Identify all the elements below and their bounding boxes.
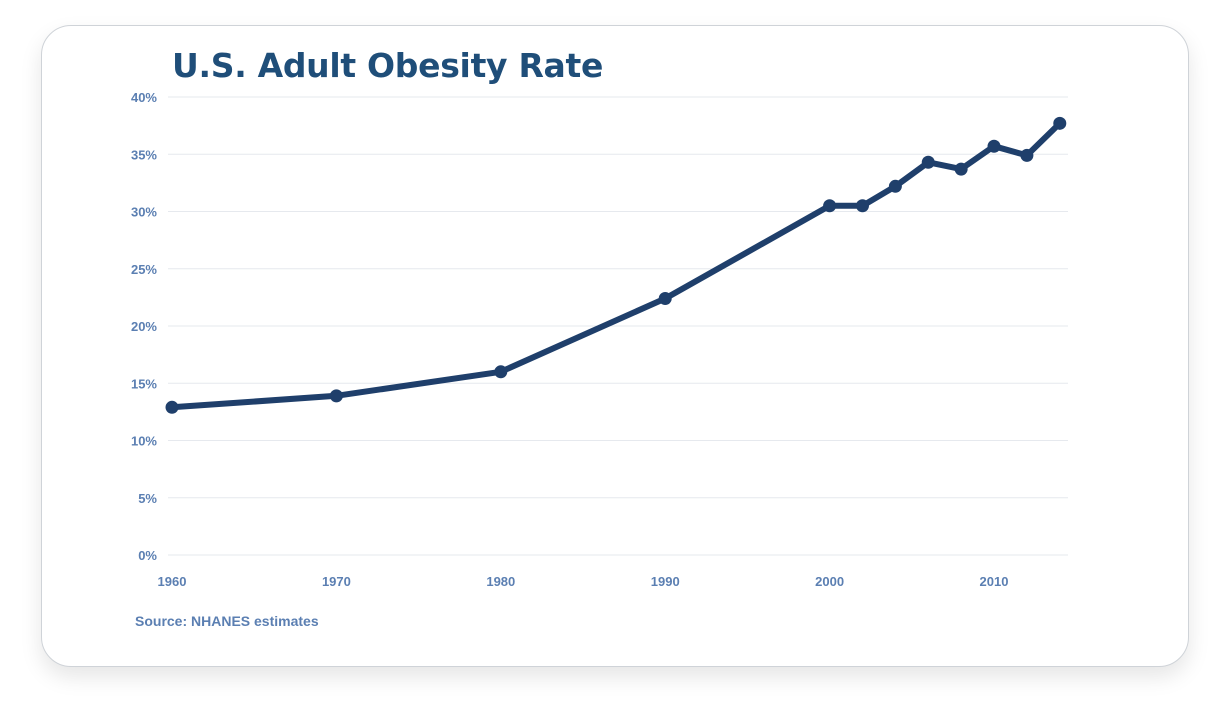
y-tick-label: 15% — [131, 376, 157, 391]
data-point — [329, 389, 343, 403]
data-point — [823, 199, 837, 213]
data-point — [855, 199, 869, 213]
data-point — [987, 139, 1001, 153]
x-axis-ticks: 1960 1970 1980 1990 2000 2010 — [158, 574, 1009, 589]
y-tick-label: 5% — [138, 491, 157, 506]
data-point — [1053, 116, 1067, 130]
data-point — [921, 155, 935, 169]
y-tick-label: 30% — [131, 205, 157, 220]
x-tick-label: 2010 — [980, 574, 1009, 589]
data-points — [165, 116, 1067, 414]
x-tick-label: 2000 — [815, 574, 844, 589]
data-point — [165, 400, 179, 414]
x-tick-label: 1980 — [486, 574, 515, 589]
source-note: Source: NHANES estimates — [135, 613, 319, 629]
data-point — [494, 365, 508, 379]
y-tick-label: 0% — [138, 548, 157, 563]
data-point — [954, 162, 968, 176]
x-tick-label: 1990 — [651, 574, 680, 589]
x-tick-label: 1960 — [158, 574, 187, 589]
gridlines — [168, 96, 1068, 556]
data-point — [888, 179, 902, 193]
y-tick-label: 20% — [131, 319, 157, 334]
y-tick-label: 40% — [131, 90, 157, 105]
y-axis-ticks: 0% 5% 10% 15% 20% 25% 30% 35% 40% — [131, 90, 157, 563]
y-tick-label: 10% — [131, 434, 157, 449]
chart-card — [41, 25, 1189, 667]
y-tick-label: 35% — [131, 147, 157, 162]
x-tick-label: 1970 — [322, 574, 351, 589]
chart-title: U.S. Adult Obesity Rate — [172, 46, 604, 85]
data-point — [1020, 148, 1034, 162]
y-tick-label: 25% — [131, 262, 157, 277]
data-point — [658, 292, 672, 306]
